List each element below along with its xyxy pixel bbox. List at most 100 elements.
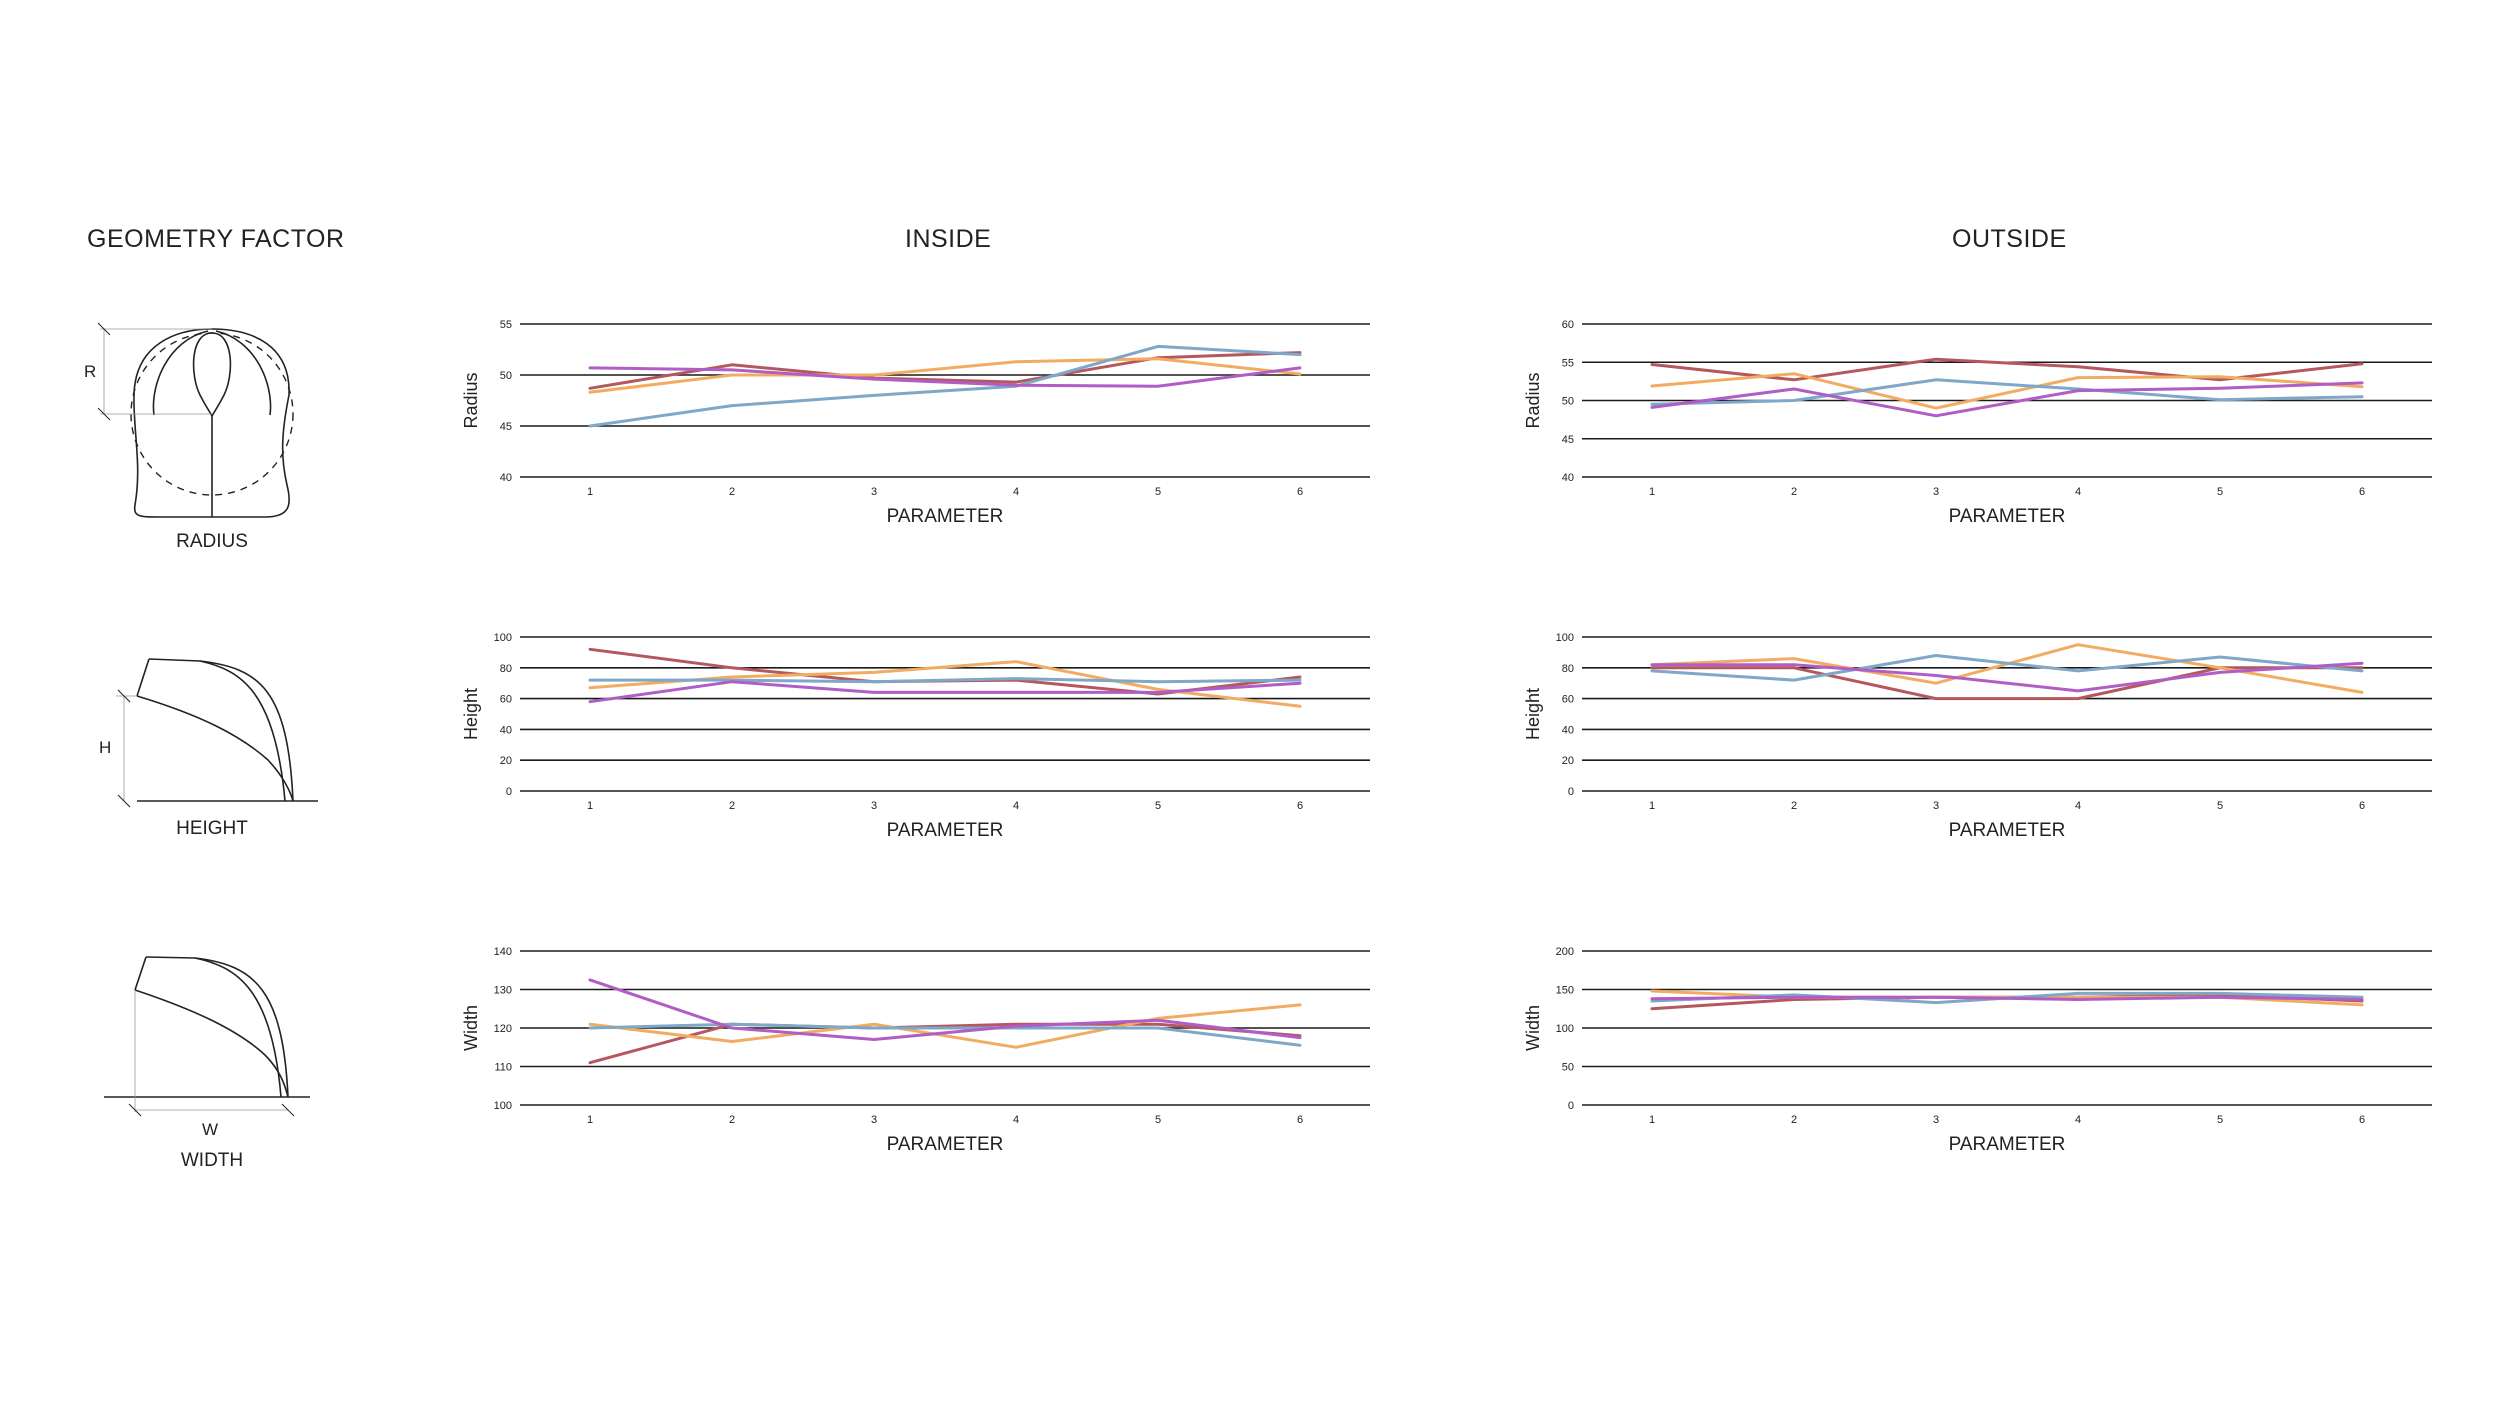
radius-dim-tick-top [97, 322, 111, 336]
outside-height-series-blue [1650, 654, 2364, 682]
inside-width-ytick-label: 130 [494, 985, 512, 997]
outside-width-xtick-label: 1 [1649, 1114, 1655, 1126]
inside-height-chart: 0 20 40 60 80 100 1 2 3 4 5 6 PARAMETER Height [461, 632, 1370, 841]
radius-letter: R [84, 362, 96, 381]
radius-side-curve-right [215, 330, 272, 416]
outside-width-xtick-label: 6 [2359, 1114, 2365, 1126]
outside-radius-series-orange [1650, 372, 2364, 410]
outside-height-ytick-label: 60 [1562, 694, 1574, 706]
height-top-curve [199, 660, 286, 802]
outside-radius-ytick-label: 40 [1562, 472, 1574, 484]
outside-height-xlabel: PARAMETER [1949, 820, 2066, 841]
inside-height-xtick-label: 6 [1297, 800, 1303, 812]
outside-radius-xtick-label: 1 [1649, 486, 1655, 498]
radius-label: RADIUS [176, 531, 248, 552]
outside-width-ytick-label: 200 [1556, 946, 1574, 958]
outside-heading: OUTSIDE [1952, 225, 2067, 253]
inside-heading: INSIDE [905, 225, 992, 253]
outside-height-ytick-label: 80 [1562, 663, 1574, 675]
inside-height-xlabel: PARAMETER [887, 820, 1004, 841]
outside-width-ytick-label: 150 [1556, 985, 1574, 997]
outside-height-xtick-label: 3 [1933, 800, 1939, 812]
radius-side-curve-left [152, 330, 209, 416]
outside-radius-xtick-label: 6 [2359, 486, 2365, 498]
inside-height-ytick-label: 20 [500, 755, 512, 767]
inside-height-series-blue [588, 677, 1302, 684]
inside-width-chart: 100 110 120 130 140 1 2 3 4 5 6 PARAMETER Width [461, 946, 1370, 1155]
outside-radius-ytick-label: 45 [1562, 434, 1574, 446]
inside-width-series-blue [588, 1022, 1302, 1047]
height-inner-curve [136, 695, 294, 802]
width-top-curve [194, 957, 282, 1098]
outside-height-xtick-label: 6 [2359, 800, 2365, 812]
outside-radius-xtick-label: 4 [2075, 486, 2081, 498]
inside-width-xtick-label: 6 [1297, 1114, 1303, 1126]
inside-radius-ytick-label: 55 [500, 319, 512, 331]
inside-height-series-purple [588, 680, 1302, 704]
outside-width-xlabel: PARAMETER [1949, 1134, 2066, 1155]
outside-width-ytick-label: 100 [1556, 1023, 1574, 1035]
inside-radius-xtick-label: 3 [871, 486, 877, 498]
outside-width-xtick-label: 4 [2075, 1114, 2081, 1126]
outside-height-ylabel: Height [1523, 688, 1543, 740]
outside-height-xtick-label: 4 [2075, 800, 2081, 812]
outside-width-xtick-label: 5 [2217, 1114, 2223, 1126]
outside-radius-ytick-label: 60 [1562, 319, 1574, 331]
outside-height-chart: 0 20 40 60 80 100 1 2 3 4 5 6 PARAMETER Height [1523, 632, 2432, 841]
radius-outline [133, 328, 290, 518]
inside-radius-xtick-label: 1 [587, 486, 593, 498]
radius-dim-tick-bottom [97, 407, 111, 421]
inside-width-series-red [588, 1022, 1302, 1065]
inside-height-ylabel: Height [461, 688, 481, 740]
height-diagram [116, 658, 318, 808]
width-outer-curve [145, 956, 289, 1098]
outside-radius-series-blue [1650, 378, 2364, 406]
outside-width-ylabel: Width [1523, 1005, 1543, 1051]
height-label: HEIGHT [176, 818, 248, 839]
height-outer-curve [148, 658, 294, 802]
outside-width-xtick-label: 2 [1791, 1114, 1797, 1126]
width-letter: W [202, 1120, 218, 1139]
outside-height-ytick-label: 0 [1568, 786, 1574, 798]
width-left-edge [134, 956, 147, 991]
width-tick-left [128, 1103, 142, 1117]
inside-width-xtick-label: 2 [729, 1114, 735, 1126]
inside-width-xtick-label: 3 [871, 1114, 877, 1126]
inside-width-ytick-label: 140 [494, 946, 512, 958]
inside-width-xlabel: PARAMETER [887, 1134, 1004, 1155]
height-letter: H [99, 738, 111, 757]
outside-width-ytick-label: 50 [1562, 1062, 1574, 1074]
inside-width-series-purple [588, 978, 1302, 1041]
outside-height-series-red [1650, 666, 2364, 701]
inside-radius-ytick-label: 40 [500, 472, 512, 484]
geometry-factor-heading: GEOMETRY FACTOR [87, 225, 345, 253]
inside-width-xtick-label: 1 [587, 1114, 593, 1126]
inside-height-ytick-label: 40 [500, 724, 512, 736]
inside-radius-series-purple [588, 366, 1302, 388]
outside-radius-xtick-label: 3 [1933, 486, 1939, 498]
inside-width-xtick-label: 4 [1013, 1114, 1019, 1126]
inside-height-ytick-label: 0 [506, 786, 512, 798]
inside-radius-xlabel: PARAMETER [887, 506, 1004, 527]
inside-width-ytick-label: 110 [494, 1062, 512, 1074]
inside-radius-xtick-label: 6 [1297, 486, 1303, 498]
outside-radius-xtick-label: 2 [1791, 486, 1797, 498]
height-tick-top [117, 689, 131, 703]
outside-height-xtick-label: 5 [2217, 800, 2223, 812]
inside-height-xtick-label: 3 [871, 800, 877, 812]
height-left-edge [136, 658, 150, 697]
outside-height-ytick-label: 20 [1562, 755, 1574, 767]
inside-height-ytick-label: 60 [500, 694, 512, 706]
inside-radius-xtick-label: 2 [729, 486, 735, 498]
width-diagram [104, 956, 310, 1117]
outside-height-xtick-label: 1 [1649, 800, 1655, 812]
outside-width-chart: 0 50 100 150 200 1 2 3 4 5 6 PARAMETER Width [1523, 946, 2432, 1155]
radius-diagram [97, 322, 294, 518]
inside-height-xtick-label: 1 [587, 800, 593, 812]
outside-height-ytick-label: 40 [1562, 724, 1574, 736]
outside-radius-ytick-label: 50 [1562, 396, 1574, 408]
outside-radius-series-purple [1650, 381, 2364, 418]
